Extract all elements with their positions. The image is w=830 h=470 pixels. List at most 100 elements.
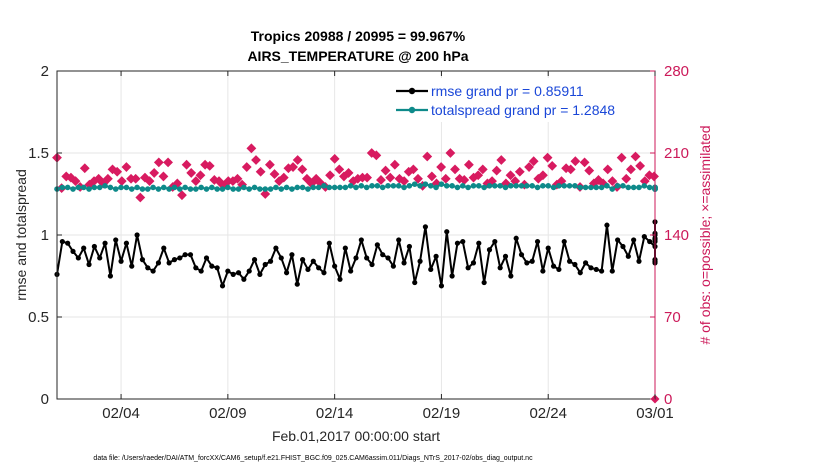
totalspread-point	[630, 184, 637, 191]
totalspread-point	[369, 183, 375, 189]
obs-count-point	[380, 165, 391, 176]
totalspread-point	[374, 183, 381, 189]
rmse-point	[225, 268, 231, 274]
totalspread-point	[246, 186, 253, 192]
rmse-point	[193, 265, 199, 271]
legend-rmse-marker	[408, 87, 416, 95]
obs-count-point	[269, 169, 280, 179]
rmse-point	[401, 260, 407, 266]
obs-count-point	[232, 173, 243, 184]
totalspread-point	[401, 184, 407, 191]
totalspread-point	[257, 186, 263, 192]
totalspread-point	[337, 184, 343, 191]
rmse-point	[481, 279, 487, 286]
rmse-point	[267, 258, 274, 264]
rmse-point	[497, 265, 503, 271]
rmse-point	[123, 240, 130, 246]
obs-count-point	[334, 164, 345, 175]
obs-count-point	[130, 173, 141, 184]
totalspread-point	[577, 184, 584, 191]
obs-count-point	[140, 172, 150, 183]
rmse-point	[438, 283, 445, 289]
totalspread-point	[219, 186, 226, 192]
totalspread-point	[214, 186, 220, 192]
rmse-point	[396, 237, 402, 243]
chart-title-line1: Tropics 20988 / 20995 = 99.967%	[251, 28, 466, 44]
totalspread-point	[118, 184, 124, 191]
obs-count-point	[440, 173, 451, 184]
totalspread-point	[59, 184, 66, 191]
rmse-point	[502, 253, 509, 259]
rmse-point	[358, 237, 364, 243]
rmse-point	[508, 273, 514, 279]
totalspread-point	[459, 183, 466, 189]
obs-count-point	[302, 173, 312, 184]
totalspread-point	[385, 183, 391, 189]
totalspread-point	[646, 184, 653, 191]
obs-count-point	[325, 170, 335, 181]
obs-count-point	[491, 165, 502, 176]
totalspread-point	[155, 186, 162, 192]
totalspread-point	[502, 184, 509, 191]
totalspread-point	[262, 186, 269, 192]
obs-count-point	[297, 164, 308, 175]
rmse-point	[75, 255, 81, 261]
obs-count-point	[538, 170, 548, 181]
obs-count-point	[514, 166, 525, 177]
x-tick-label: 02/04	[102, 405, 140, 422]
obs-count-point	[186, 168, 197, 178]
rmse-point	[155, 260, 162, 266]
totalspread-point	[96, 184, 103, 191]
obs-count-point	[292, 155, 303, 165]
obs-count-point	[79, 163, 90, 174]
obs-count-point	[649, 171, 659, 182]
y-tick-label-left: 2	[41, 63, 49, 80]
rmse-point	[529, 258, 535, 264]
totalspread-point	[112, 186, 119, 192]
rmse-point	[59, 238, 65, 245]
obs-count-point	[70, 176, 81, 187]
totalspread-point	[294, 184, 301, 191]
obs-count-point	[524, 162, 534, 172]
obs-count-point	[436, 162, 447, 172]
rmse-point	[257, 271, 263, 277]
rmse-point	[273, 245, 279, 251]
obs-count-point	[93, 173, 104, 184]
rmse-point	[620, 243, 626, 250]
rmse-point	[406, 243, 412, 250]
rmse-point	[599, 268, 605, 274]
rmse-point	[203, 255, 210, 261]
totalspread-point	[331, 184, 338, 191]
totalspread-point	[70, 186, 76, 192]
totalspread-point	[614, 183, 621, 189]
rmse-point	[65, 240, 71, 246]
x-tick-label: 02/19	[423, 405, 461, 422]
totalspread-point	[283, 184, 290, 191]
totalspread-point	[86, 186, 92, 192]
rmse-point	[187, 252, 194, 258]
totalspread-point	[540, 183, 546, 189]
obs-count-point	[190, 176, 201, 187]
totalspread-point	[470, 183, 477, 189]
rmse-point	[134, 232, 140, 238]
totalspread-point	[267, 186, 274, 192]
totalspread-point	[235, 186, 242, 192]
totalspread-point	[342, 184, 349, 191]
obs-count-point	[251, 155, 261, 165]
rmse-point	[97, 255, 103, 261]
obs-count-point	[426, 171, 437, 182]
rmse-point	[534, 238, 541, 245]
rmse-point	[422, 224, 429, 230]
rmse-point	[86, 261, 92, 268]
rmse-point	[310, 258, 316, 264]
rmse-point	[444, 229, 450, 235]
rmse-point	[278, 255, 284, 261]
totalspread-point	[449, 183, 455, 189]
rmse-point	[166, 260, 172, 266]
obs-count-point	[505, 170, 516, 181]
totalspread-point	[182, 184, 188, 191]
rmse-point	[641, 234, 647, 240]
rmse-point	[332, 263, 338, 269]
obs-count-point	[602, 164, 613, 175]
left-y-axis-ticks: 0 0.5 1 1.5 2	[28, 63, 62, 408]
